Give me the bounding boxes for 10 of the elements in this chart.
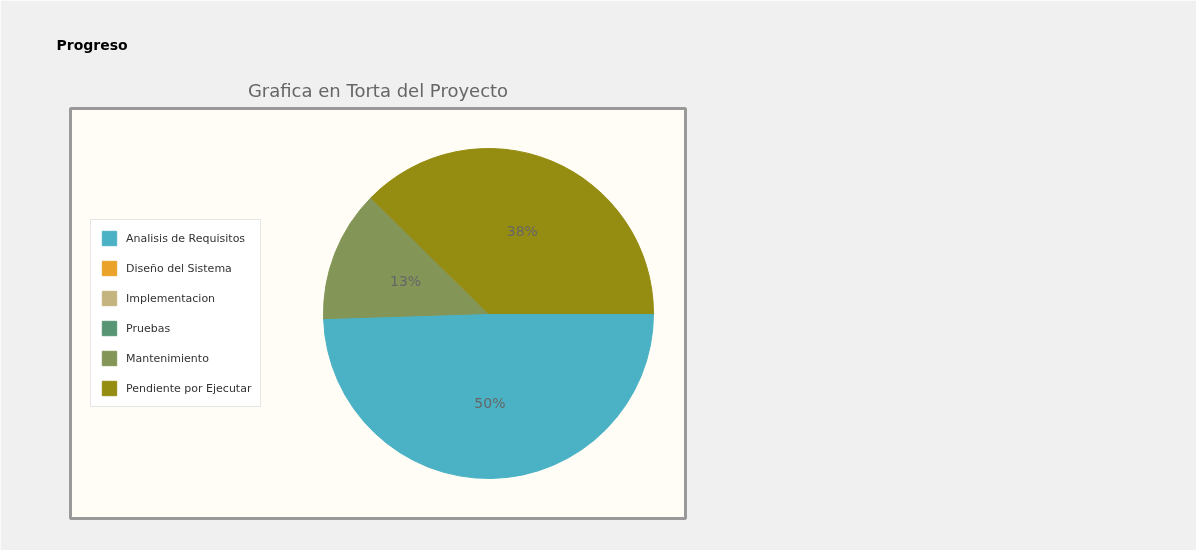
legend-label: Diseño del Sistema	[126, 261, 232, 275]
chart-title: Progreso	[56, 36, 129, 53]
data-label: 50%	[474, 394, 506, 411]
legend-label: Mantenimiento	[126, 351, 209, 365]
data-label: 38%	[506, 223, 538, 240]
legend-label: Pruebas	[126, 321, 171, 335]
chart-subtitle: Grafica en Torta del Proyecto	[247, 79, 509, 101]
legend-label: Analisis de Requisitos	[126, 231, 246, 245]
legend-label: Pendiente por Ejecutar	[126, 381, 252, 395]
legend-label: Implementacion	[126, 291, 216, 305]
